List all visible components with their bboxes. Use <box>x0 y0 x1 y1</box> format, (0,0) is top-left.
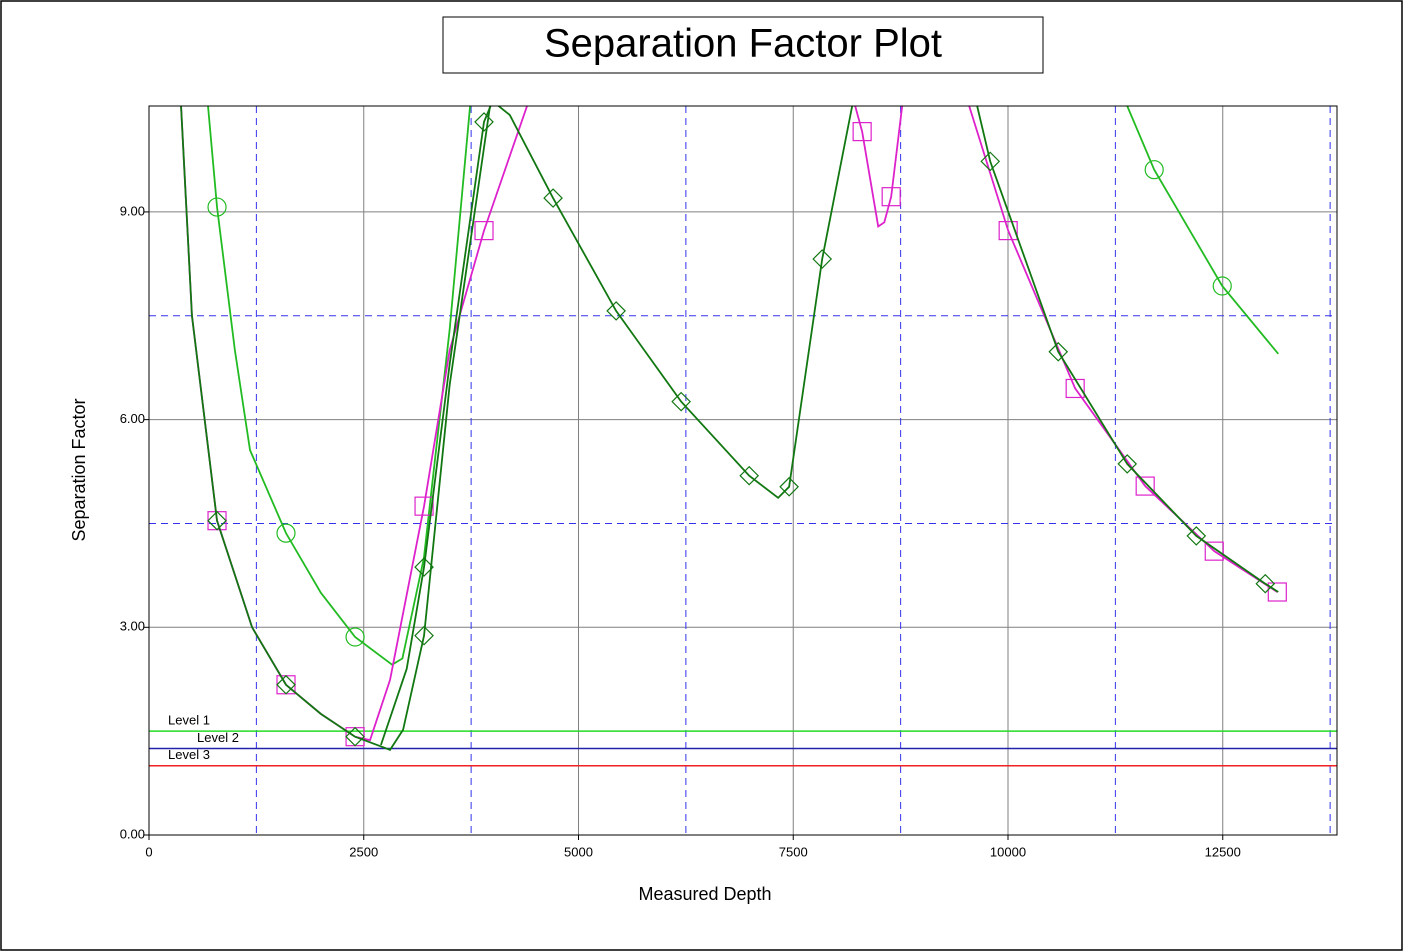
x-tick-label: 2500 <box>349 844 378 859</box>
marker <box>812 249 833 269</box>
x-tick-label: 7500 <box>779 844 808 859</box>
x-tick-label: 5000 <box>564 844 593 859</box>
marker <box>414 557 434 577</box>
marker <box>207 510 227 531</box>
y-axis-label: Separation Factor <box>69 398 89 541</box>
marker <box>474 112 494 132</box>
level-label: Level 2 <box>197 730 239 745</box>
series-line <box>380 106 1279 746</box>
y-tick-label: 3.00 <box>120 619 145 634</box>
x-axis-label: Measured Depth <box>638 884 771 904</box>
marker <box>1048 341 1069 362</box>
chart-title: Separation Factor Plot <box>544 22 942 66</box>
level-label: Level 3 <box>168 747 210 762</box>
y-tick-label: 9.00 <box>120 203 145 218</box>
marker <box>1135 476 1155 496</box>
marker <box>980 151 1001 172</box>
marker <box>543 188 563 208</box>
marker <box>345 726 365 747</box>
marker <box>1255 573 1276 594</box>
marker <box>998 221 1018 241</box>
marker <box>1204 541 1224 561</box>
marker <box>1212 276 1232 296</box>
level-label: Level 1 <box>168 713 210 728</box>
marker <box>1186 526 1207 546</box>
series-line <box>180 106 491 751</box>
marker <box>1117 454 1138 474</box>
marker <box>1144 160 1164 180</box>
x-tick-label: 10000 <box>990 844 1026 859</box>
marker <box>671 391 692 412</box>
marker <box>881 187 901 207</box>
plot-border <box>148 105 1338 836</box>
marker <box>345 627 365 647</box>
title-box <box>442 16 1044 74</box>
marker <box>474 221 494 241</box>
marker <box>276 523 296 543</box>
plot-background <box>149 106 1337 835</box>
marker <box>207 197 227 217</box>
marker <box>606 301 626 321</box>
marker <box>1267 582 1287 602</box>
y-tick-label: 0.00 <box>120 826 145 841</box>
marker <box>414 496 434 516</box>
y-tick-label: 6.00 <box>120 411 145 426</box>
marker <box>779 476 799 497</box>
x-tick-label: 0 <box>145 844 152 859</box>
x-tick-label: 12500 <box>1205 844 1241 859</box>
marker <box>276 674 296 695</box>
marker <box>739 465 760 486</box>
series-line <box>207 106 1279 666</box>
marker <box>414 625 434 646</box>
plot-area <box>149 106 1337 835</box>
marker <box>852 122 872 142</box>
